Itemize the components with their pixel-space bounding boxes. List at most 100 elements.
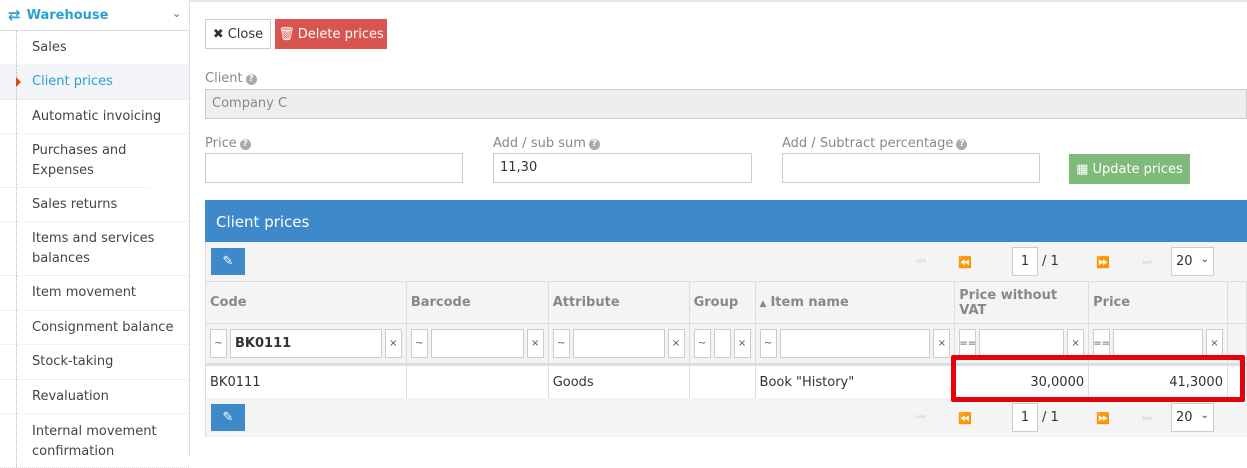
next-page-button[interactable]: ⏩ [1096,411,1110,425]
delete-prices-button[interactable]: 🗑 Delete prices [275,19,387,49]
table-row[interactable]: BK0111 Goods Book "History" 30,0000 41,3… [205,364,1247,399]
col-code[interactable]: Code [205,281,407,324]
percentage-label: Add / Subtract percentage? [782,136,968,151]
prev-page-button[interactable]: ⏪ [958,255,972,269]
sidebar-item-sales-returns[interactable]: Sales returns [0,188,189,222]
sidebar-item-label: Sales [32,39,67,55]
client-field[interactable]: Company C [205,89,1247,119]
sidebar-item-sales[interactable]: Sales [0,31,189,65]
add-sub-sum-label: Add / sub sum? [493,136,600,151]
clear-filter-icon[interactable]: × [667,329,685,358]
grid-toolbar-top: ✎ ⏮ ⏪ 1 / 1 ⏩ ⏭ 20 ⌄ [205,242,1247,281]
filter-operator[interactable]: ~ [759,329,777,358]
delete-label: Delete prices [297,26,384,42]
filter-input[interactable] [779,329,931,358]
filter-operator[interactable]: == [1093,329,1111,358]
price-input[interactable] [205,153,463,183]
col-group[interactable]: Group [688,281,756,324]
sidebar-item-automatic-invoicing[interactable]: Automatic invoicing [0,100,189,134]
percentage-input[interactable] [782,153,1040,183]
sidebar-item-label: Items and services balances [32,230,155,266]
filter-cell: ~ × [754,323,956,366]
clear-filter-icon[interactable]: × [933,329,951,358]
help-icon: ? [245,74,257,85]
sidebar-item-consignment-balance[interactable]: Consignment balance [0,311,189,345]
close-label: Close [227,26,264,42]
filter-input[interactable] [1113,329,1203,358]
col-spacer [1226,281,1247,324]
filter-input[interactable]: BK0111 [230,329,382,358]
chevron-down-icon: ⌄ [1200,410,1209,421]
sidebar-item-label: Internal movement confirmation [32,424,157,459]
sidebar-item-client-prices[interactable]: Client prices [0,65,189,100]
cell-attribute: Goods [547,364,690,399]
col-price[interactable]: Price [1088,281,1228,324]
sidebar-item-label: Item movement [32,285,137,300]
filter-input[interactable] [572,329,665,358]
filter-operator[interactable]: ~ [552,329,570,358]
sidebar-item-label: Consignment balance [32,319,174,335]
sidebar-item-label: Automatic invoicing [32,108,162,124]
first-page-button[interactable]: ⏮ [916,255,926,268]
filter-operator[interactable]: ~ [210,329,227,358]
first-page-button[interactable]: ⏮ [916,411,926,424]
help-icon: ? [239,139,251,150]
clear-filter-icon[interactable]: × [384,329,402,358]
filter-cell: ~ × [405,323,549,366]
filter-cell: ~ BK0111 × [205,323,407,366]
chevron-down-icon: ⌄ [172,7,182,20]
add-sub-sum-input[interactable]: 11,30 [493,153,752,183]
sidebar-section-warehouse[interactable]: ⇄ Warehouse ⌄ [0,0,189,31]
clear-filter-icon[interactable]: × [526,329,544,358]
filter-input[interactable] [713,329,731,358]
edit-button[interactable]: ✎ [211,248,245,275]
filter-operator[interactable]: ~ [410,329,428,358]
col-price-without-vat[interactable]: Price without VAT [954,281,1090,324]
page-size-select[interactable]: 20 ⌄ [1171,403,1214,432]
last-page-button[interactable]: ⏭ [1142,255,1152,268]
caret-right-icon [16,77,21,87]
grid-toolbar-bottom: ✎ ⏮ ⏪ 1 / 1 ⏩ ⏭ 20 ⌄ [205,398,1247,437]
close-button[interactable]: ✖ Close [205,19,271,49]
edit-button[interactable]: ✎ [211,404,245,431]
help-icon: ? [956,139,968,150]
filter-operator[interactable]: == [959,329,977,358]
filter-input[interactable] [430,329,524,358]
cell-price: 41,3000 [1088,364,1228,399]
update-prices-button[interactable]: ▦ Update prices [1069,154,1190,184]
clear-filter-icon[interactable]: × [733,329,751,358]
exchange-arrows-icon: ⇄ [8,6,21,24]
filter-cell: ~ × [547,323,690,366]
sidebar-item-item-movement[interactable]: Item movement [0,276,189,311]
calculator-icon: ▦ [1076,161,1089,177]
cell-price-without-vat: 30,0000 [954,364,1090,399]
panel-title: Client prices [205,200,1247,242]
sidebar-item-label: Purchases and Expenses [32,142,127,178]
sidebar-item-revaluation[interactable]: Revaluation [0,380,189,414]
filter-input[interactable] [979,329,1065,358]
clear-filter-icon[interactable]: × [1205,329,1223,358]
chevron-down-icon: ⌄ [1200,254,1209,265]
page-size-select[interactable]: 20 ⌄ [1171,247,1214,276]
next-page-button[interactable]: ⏩ [1096,255,1110,269]
sidebar-item-items-balances[interactable]: Items and services balances [0,222,189,276]
sidebar-item-stock-taking[interactable]: Stock-taking [0,345,189,380]
sidebar-item-internal-movement[interactable]: Internal movement confirmation [0,414,189,468]
page-input[interactable]: 1 [1012,403,1038,432]
cell-code: BK0111 [205,364,407,399]
page-input[interactable]: 1 [1012,247,1038,276]
prev-page-button[interactable]: ⏪ [958,411,972,425]
close-icon: ✖ [212,26,224,42]
update-label: Update prices [1092,161,1183,177]
last-page-button[interactable]: ⏭ [1142,411,1152,424]
sidebar-item-label: Stock-taking [32,354,114,369]
col-barcode[interactable]: Barcode [405,281,549,324]
filter-cell: ~ × [688,323,756,366]
col-item-name[interactable]: ▲ Item name [754,281,956,324]
cell-barcode [405,364,549,399]
sidebar-item-purchases[interactable]: Purchases and Expenses [0,134,150,188]
clear-filter-icon[interactable]: × [1067,329,1085,358]
sidebar: ⇄ Warehouse ⌄ Sales Client prices Automa… [0,0,190,468]
col-attribute[interactable]: Attribute [547,281,690,324]
filter-operator[interactable]: ~ [693,329,711,358]
